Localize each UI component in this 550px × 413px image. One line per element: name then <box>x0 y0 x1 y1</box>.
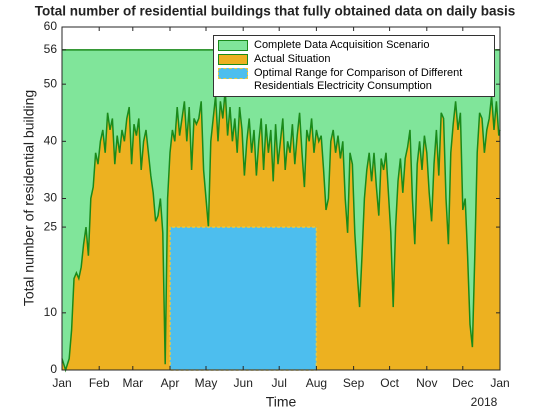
legend-label: Optimal Range for Comparison of Differen… <box>254 67 463 92</box>
y-axis-label: Total number of residential building <box>21 90 37 306</box>
x-tick-label: May <box>195 376 218 390</box>
x-tick-label: Jul <box>272 376 287 390</box>
x-tick-label: Aug <box>306 376 327 390</box>
legend-entry: Complete Data Acquisition Scenario <box>218 39 490 52</box>
x-axis-label: Time <box>266 394 297 410</box>
x-tick-label: Sep <box>343 376 365 390</box>
x-tick-label: Feb <box>89 376 110 390</box>
x-tick-label: Mar <box>122 376 143 390</box>
y-tick-label: 0 <box>50 362 57 376</box>
area-edge <box>61 89 501 373</box>
x-tick-label: Jan <box>52 376 71 390</box>
y-tick-label: 60 <box>44 19 58 33</box>
legend-entry: Optimal Range for Comparison of Differen… <box>218 67 490 93</box>
x-tick-label: Oct <box>380 376 399 390</box>
legend-entry: Actual Situation <box>218 53 490 66</box>
y-tick-label: 40 <box>44 134 58 148</box>
year-annotation: 2018 <box>471 395 498 409</box>
x-tick-label: Jan <box>490 376 509 390</box>
x-tick-label: Jun <box>234 376 253 390</box>
y-tick-label: 10 <box>44 305 58 319</box>
legend-label: Actual Situation <box>254 53 331 65</box>
legend-swatch <box>218 68 248 79</box>
x-tick-label: Dec <box>452 376 473 390</box>
legend-swatch <box>218 54 248 65</box>
y-tick-label: 50 <box>44 76 58 90</box>
legend: Complete Data Acquisition Scenario Actual… <box>213 35 495 97</box>
area <box>169 226 318 371</box>
y-tick-label: 56 <box>44 42 58 56</box>
x-tick-label: Apr <box>161 376 180 390</box>
x-tick-label: Nov <box>416 376 437 390</box>
legend-swatch <box>218 40 248 51</box>
y-tick-label: 25 <box>44 219 58 233</box>
legend-label: Complete Data Acquisition Scenario <box>254 39 430 51</box>
y-tick-label: 30 <box>44 191 58 205</box>
chart-title: Total number of residential buildings th… <box>35 4 516 19</box>
